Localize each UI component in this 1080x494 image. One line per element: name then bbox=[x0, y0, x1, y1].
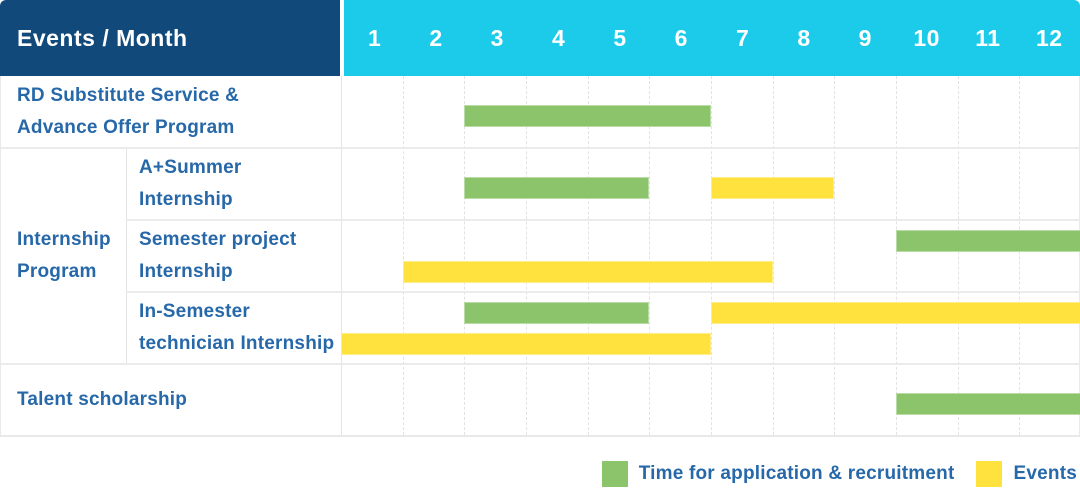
month-label-8: 8 bbox=[797, 24, 811, 51]
bar-in-semester-technician-internship-event bbox=[711, 302, 1080, 324]
month-label-10: 10 bbox=[913, 24, 940, 51]
row-separator bbox=[1, 363, 1080, 365]
row-label-in-semester-technician-internship: In-Semester technician Internship bbox=[139, 301, 335, 354]
header-row: Events / Month 1 2 3 4 5 6 7 8 9 10 11 12 bbox=[0, 0, 1080, 76]
row-separator bbox=[126, 219, 1080, 221]
month-label-3: 3 bbox=[490, 24, 504, 51]
bar-in-semester-technician-internship-event bbox=[341, 333, 711, 355]
month-gridline bbox=[896, 76, 897, 435]
bar-a-plus-summer-internship-application bbox=[464, 177, 650, 199]
month-label-7: 7 bbox=[735, 24, 750, 51]
month-label-5: 5 bbox=[613, 24, 627, 51]
month-gridline bbox=[1019, 76, 1021, 435]
header-title: Events / Month bbox=[17, 24, 188, 51]
month-gridline bbox=[711, 76, 712, 435]
row-label-semester-project-internship: Semester project Internship bbox=[139, 229, 297, 282]
month-label-11: 11 bbox=[975, 24, 1001, 51]
legend-item-application: Time for application & recruitment bbox=[601, 461, 955, 487]
month-label-12: 12 bbox=[1035, 24, 1063, 51]
bar-a-plus-summer-internship-event bbox=[711, 177, 835, 199]
legend-swatch-green bbox=[601, 461, 628, 487]
legend-label-events: Events bbox=[1013, 463, 1077, 484]
bar-semester-project-internship-application bbox=[896, 230, 1080, 252]
month-gridline bbox=[834, 76, 836, 435]
group-label-internship-program: Internship Program bbox=[17, 229, 111, 282]
row-label-rd-substitute-service: RD Substitute Service & Advance Offer Pro… bbox=[17, 85, 240, 138]
legend-item-events: Events bbox=[976, 461, 1077, 487]
month-gridline bbox=[957, 76, 959, 435]
row-separator bbox=[126, 291, 1080, 293]
row-label-a-plus-summer-internship: A+Summer Internship bbox=[139, 157, 242, 210]
bar-in-semester-technician-internship-application bbox=[464, 302, 650, 324]
label-chart-divider bbox=[341, 76, 342, 436]
month-gridline bbox=[526, 76, 527, 435]
month-label-2: 2 bbox=[429, 24, 443, 51]
month-gridline bbox=[587, 76, 589, 435]
bar-rd-substitute-service-application bbox=[464, 105, 711, 127]
month-label-1: 1 bbox=[368, 24, 382, 51]
month-gridline bbox=[649, 76, 651, 435]
bar-semester-project-internship-event bbox=[402, 261, 773, 283]
gantt-body: Internship Program RD Substitute Service &… bbox=[0, 76, 1080, 437]
group-divider bbox=[126, 148, 127, 364]
row-label-talent-scholarship: Talent scholarship bbox=[17, 389, 188, 410]
legend: Time for application & recruitment Event… bbox=[601, 458, 1077, 490]
bar-talent-scholarship-application bbox=[896, 393, 1080, 415]
row-separator bbox=[1, 147, 1080, 149]
header-events-month-cell: Events / Month bbox=[0, 0, 340, 76]
month-label-9: 9 bbox=[858, 24, 872, 51]
legend-swatch-yellow bbox=[976, 461, 1003, 487]
legend-label-application: Time for application & recruitment bbox=[638, 463, 955, 484]
month-gridline bbox=[772, 76, 774, 435]
month-label-4: 4 bbox=[552, 24, 566, 51]
month-label-6: 6 bbox=[674, 24, 688, 51]
month-gridline bbox=[464, 76, 466, 435]
header-months-row: 1 2 3 4 5 6 7 8 9 10 11 12 bbox=[344, 0, 1080, 76]
month-gridline bbox=[402, 76, 404, 435]
